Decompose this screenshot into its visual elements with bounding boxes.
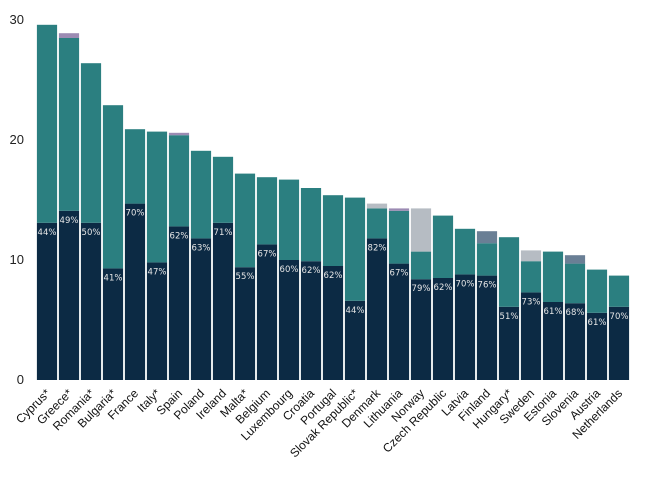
bar-segment-bottom [190, 238, 212, 380]
bar-segment-bottom [102, 268, 124, 380]
bar-segment-middle [542, 251, 564, 302]
bars: 44%49%50%41%70%47%62%63%71%55%67%60% 62% 6… [36, 24, 630, 380]
bar-segment-middle [146, 131, 168, 263]
percent-label: 50% [82, 228, 101, 238]
bar-segment-middle [388, 210, 410, 264]
percent-label: 60% [280, 265, 299, 275]
bar-segment-middle [256, 177, 278, 245]
percent-label: 63% [192, 243, 211, 253]
bar-segment-bottom [432, 278, 454, 380]
bar-segment-bottom [80, 222, 102, 380]
bar-segment-middle [300, 188, 322, 262]
bar-segment-bottom [454, 274, 476, 380]
y-tick-label: 10 [10, 252, 24, 267]
percent-label: 70% [126, 209, 145, 219]
bar-segment-middle [520, 261, 542, 293]
bar-segment-bottom [476, 275, 498, 380]
percent-label: 44% [346, 306, 365, 316]
percent-label: 62% [324, 271, 343, 281]
bar-segment-middle [234, 173, 256, 268]
percent-label: 44% [38, 228, 57, 238]
bar-segment-bottom [146, 262, 168, 380]
bar-segment-bottom [410, 279, 432, 380]
percent-label: 67% [390, 269, 409, 279]
y-tick-label: 30 [10, 12, 24, 27]
bar-segment-bottom [520, 292, 542, 380]
percent-label: 55% [236, 272, 255, 282]
percent-label: 62% [302, 266, 321, 276]
percent-label: 61% [588, 318, 607, 328]
bar-segment-bottom [498, 306, 520, 380]
bar-segment-bottom [366, 238, 388, 380]
percent-label: 49% [60, 216, 79, 226]
bar-segment-bottom [344, 300, 366, 380]
bar-segment-bottom [608, 306, 630, 380]
percent-label: 70% [456, 279, 475, 289]
bar-segment-bottom [58, 210, 80, 380]
bar-segment-middle [564, 263, 586, 304]
bar-segment-middle [80, 63, 102, 223]
percent-label: 41% [104, 273, 123, 283]
percent-label: 62% [434, 283, 453, 293]
bar-segment-top [168, 132, 190, 136]
bar-segment-middle [454, 228, 476, 275]
bar-segment-middle [498, 237, 520, 307]
percent-label: 76% [478, 281, 497, 291]
bar-segment-bottom [586, 312, 608, 380]
bar-segment-middle [58, 38, 80, 211]
bar-segment-bottom [322, 266, 344, 380]
bar-segment-bottom [564, 303, 586, 380]
bar-segment-bottom [542, 302, 564, 380]
bar-segment-bottom [168, 226, 190, 380]
bar-segment-middle [410, 251, 432, 280]
bar-segment-middle [322, 195, 344, 266]
bar-segment-middle [36, 24, 58, 223]
bar-segment-bottom [300, 261, 322, 380]
percent-label: 70% [610, 312, 629, 322]
bar-segment-middle [278, 179, 300, 260]
bar-segment-top [366, 203, 388, 209]
bar-segment-bottom [234, 267, 256, 380]
percent-label: 68% [566, 308, 585, 318]
y-tick-label: 20 [10, 132, 24, 147]
percent-label: 73% [522, 297, 541, 307]
x-axis-labels: Cyprus*Greece*Romania*Bulgaria*FranceIta… [13, 386, 625, 461]
bar-segment-middle [168, 135, 190, 227]
percent-label: 47% [148, 267, 167, 277]
bar-segment-middle [212, 156, 234, 223]
bar-segment-bottom [278, 260, 300, 380]
bar-segment-middle [344, 197, 366, 301]
bar-segment-bottom [388, 263, 410, 380]
bar-segment-middle [190, 150, 212, 239]
y-axis: 0 10 20 30 [10, 12, 24, 387]
bar-segment-top [58, 33, 80, 38]
percent-label: 61% [544, 307, 563, 317]
bar-segment-top [388, 208, 410, 211]
percent-label: 51% [500, 312, 519, 322]
bar-segment-bottom [124, 203, 146, 380]
percent-label: 62% [170, 231, 189, 241]
bar-segment-middle [124, 129, 146, 204]
bar-segment-bottom [212, 222, 234, 380]
bar-segment-bottom [256, 244, 278, 380]
percent-label: 71% [214, 228, 233, 238]
y-tick-label: 0 [17, 372, 24, 387]
bar-segment-top [520, 250, 542, 262]
bar-segment-middle [102, 105, 124, 269]
bar-segment-bottom [36, 222, 58, 380]
bar-segment-middle [586, 269, 608, 313]
percent-label: 67% [258, 249, 277, 259]
bar-segment-top [564, 255, 586, 264]
bar-segment-top [476, 231, 498, 244]
percent-label: 79% [412, 284, 431, 294]
bar-segment-middle [476, 243, 498, 276]
bar-segment-middle [608, 275, 630, 307]
bar-segment-top [410, 208, 432, 252]
bar-segment-middle [432, 215, 454, 278]
bar-segment-middle [366, 208, 388, 239]
percent-label: 82% [368, 243, 387, 253]
